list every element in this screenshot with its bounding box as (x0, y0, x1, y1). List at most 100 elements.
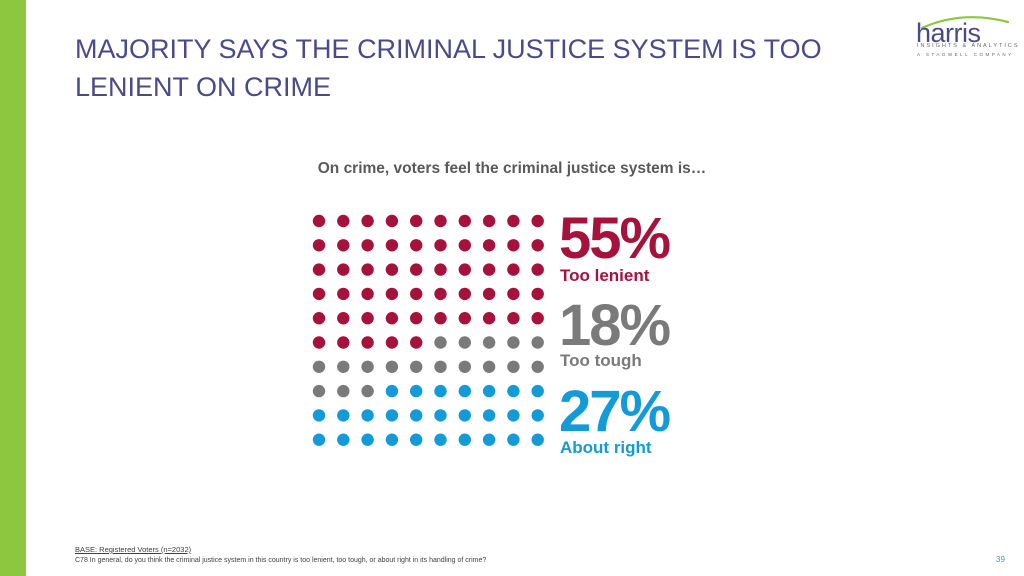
value-label: 55% (559, 206, 671, 271)
waffle-dot (410, 287, 423, 301)
waffle-dot (385, 384, 399, 398)
waffle-dot (361, 263, 374, 276)
waffle-dot (434, 214, 447, 228)
waffle-dot (531, 336, 544, 349)
waffle-dot (385, 287, 399, 301)
page-title: MAJORITY SAYS THE CRIMINAL JUSTICE SYSTE… (75, 34, 822, 102)
waffle-dot (312, 263, 326, 276)
waffle-dot (507, 384, 520, 398)
waffle-dot (361, 409, 374, 422)
waffle-dot (312, 336, 326, 349)
waffle-dot (337, 312, 350, 325)
chart-subtitle: On crime, voters feel the criminal justi… (317, 160, 707, 177)
waffle-dot (458, 433, 471, 446)
waffle-dot (531, 384, 544, 398)
waffle-dot (507, 336, 520, 349)
waffle-dot (458, 287, 471, 301)
waffle-dot (507, 263, 520, 276)
waffle-dot (434, 384, 447, 398)
waffle-dot (361, 214, 374, 228)
waffle-dot (507, 214, 520, 228)
waffle-dot (458, 214, 471, 228)
waffle-dot (531, 263, 544, 276)
waffle-dot (434, 239, 447, 252)
waffle-dot (312, 287, 326, 301)
waffle-dot (361, 239, 374, 252)
value-label: 18% (559, 293, 671, 358)
waffle-dot (312, 214, 326, 228)
logo-company: A STAGWELL COMPANY (917, 52, 1014, 57)
waffle-dot (337, 360, 350, 373)
value-label: 27% (559, 379, 671, 444)
category-label: Too tough (560, 351, 642, 370)
waffle-dot (458, 312, 471, 325)
waffle-dot (361, 433, 374, 446)
waffle-dot (482, 409, 496, 422)
waffle-dot (312, 360, 326, 373)
waffle-dot (385, 336, 399, 349)
category-label: About right (560, 438, 652, 457)
waffle-dot (434, 433, 447, 446)
waffle-dot (482, 287, 496, 301)
waffle-dot (312, 433, 326, 446)
base-note: BASE: Registered Voters (n=2032) (75, 545, 192, 554)
waffle-dot (434, 336, 447, 349)
waffle-dot (337, 409, 350, 422)
waffle-dot (410, 409, 423, 422)
waffle-dot (385, 263, 399, 276)
waffle-dot (361, 287, 374, 301)
waffle-dot (458, 239, 471, 252)
waffle-dot (482, 360, 496, 373)
waffle-dot (482, 263, 496, 276)
waffle-dot (531, 239, 544, 252)
waffle-dot (410, 312, 423, 325)
waffle-dot (434, 263, 447, 276)
waffle-dot (458, 384, 471, 398)
waffle-dot (482, 336, 496, 349)
waffle-dot (458, 360, 471, 373)
waffle-dot (482, 214, 496, 228)
waffle-dot (312, 409, 326, 422)
waffle-dot (410, 239, 423, 252)
waffle-dot (531, 360, 544, 373)
accent-bar (0, 0, 26, 576)
waffle-dot (531, 409, 544, 422)
waffle-dot (507, 360, 520, 373)
waffle-dot (434, 409, 447, 422)
waffle-dot (410, 384, 423, 398)
waffle-dot (531, 433, 544, 446)
waffle-dot (385, 433, 399, 446)
waffle-dot (507, 433, 520, 446)
waffle-dot (337, 214, 350, 228)
waffle-dot (434, 287, 447, 301)
harris-logo: harris INSIGHTS & ANALYTICS A STAGWELL C… (912, 12, 1018, 60)
waffle-dot (385, 409, 399, 422)
waffle-dot (312, 312, 326, 325)
waffle-dot (434, 360, 447, 373)
page-number: 39 (996, 555, 1005, 564)
waffle-dot (410, 336, 423, 349)
waffle-dot (312, 384, 326, 398)
waffle-dot (361, 336, 374, 349)
waffle-dot (507, 409, 520, 422)
waffle-dot (482, 433, 496, 446)
logo-tagline: INSIGHTS & ANALYTICS (917, 43, 1020, 49)
waffle-dot (337, 263, 350, 276)
waffle-dot (361, 360, 374, 373)
waffle-dot (337, 336, 350, 349)
waffle-dot (434, 312, 447, 325)
waffle-dot (458, 263, 471, 276)
waffle-dot (482, 239, 496, 252)
waffle-dot (410, 433, 423, 446)
waffle-dot (385, 312, 399, 325)
waffle-dot (312, 239, 326, 252)
waffle-dot (458, 336, 471, 349)
waffle-dot (507, 287, 520, 301)
waffle-dot (482, 384, 496, 398)
waffle-dot (337, 239, 350, 252)
waffle-dot (385, 239, 399, 252)
category-label: Too lenient (560, 266, 650, 285)
waffle-dot (337, 287, 350, 301)
waffle-dot (410, 263, 423, 276)
